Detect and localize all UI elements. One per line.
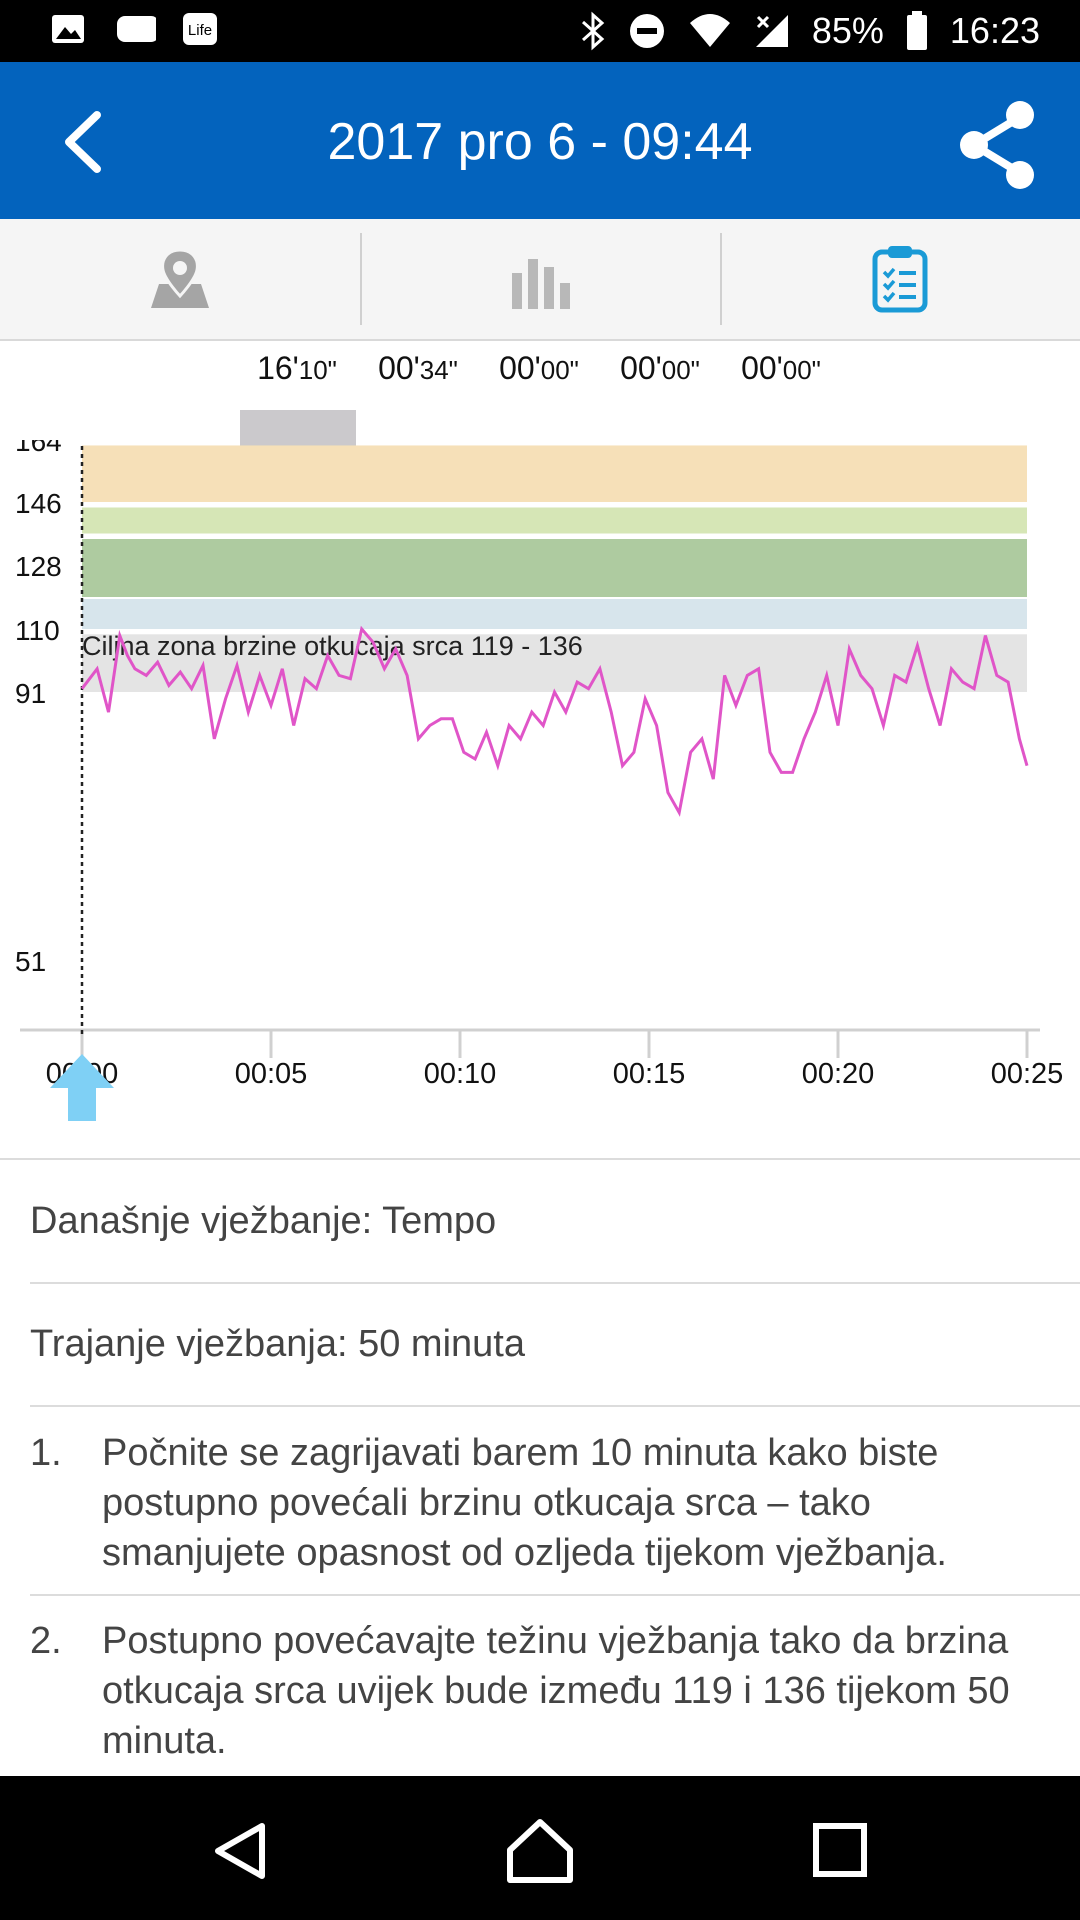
notification-icons: Life <box>50 12 218 46</box>
svg-text:Life: Life <box>188 22 212 39</box>
up-arrow-icon <box>50 1054 114 1121</box>
zone-band-2 <box>82 445 1027 502</box>
status-bar: Life 85% 16:23 <box>0 0 1080 62</box>
heart-rate-chart: Ciljna zona brzine otkucaja srca 119 - 1… <box>15 440 1064 1121</box>
nav-back-icon[interactable] <box>200 1816 280 1886</box>
workout-type: Današnje vježbanje: Tempo <box>30 1200 497 1242</box>
target-zone-label: Ciljna zona brzine otkucaja srca 119 - 1… <box>82 631 583 661</box>
zone-band-6 <box>82 634 1027 692</box>
instruction-step: 1. Počnite se zagrijavati barem 10 minut… <box>30 1428 1060 1578</box>
nav-home-icon[interactable] <box>500 1816 580 1886</box>
chat-icon <box>117 16 156 42</box>
signal-icon <box>755 15 788 47</box>
tab-workout-plan[interactable] <box>720 219 1080 339</box>
step-number: 1. <box>30 1432 62 1474</box>
instruction-step: 2. Postupno povećavajte težinu vježbanja… <box>30 1616 1060 1766</box>
zone-band-5 <box>82 599 1027 629</box>
time-cursor-handle[interactable] <box>50 1054 114 1121</box>
app-bar: 2017 pro 6 - 09:44 <box>0 62 1080 219</box>
tab-map[interactable] <box>0 219 360 339</box>
x-tick-label: 00:10 <box>424 1058 497 1090</box>
workout-duration: Trajanje vježbanja: 50 minuta <box>30 1323 525 1365</box>
map-pin-icon <box>151 248 209 308</box>
tab-bar <box>0 219 1080 341</box>
x-tick-label: 00:15 <box>613 1058 686 1090</box>
divider <box>30 1594 1080 1596</box>
page-title: 2017 pro 6 - 09:44 <box>327 113 753 171</box>
zone-time-4: 00'00" <box>620 350 700 386</box>
zone-time-5: 00'00" <box>741 350 821 386</box>
heart-rate-zones <box>82 445 1027 692</box>
step-number: 2. <box>30 1620 62 1662</box>
y-axis-ticks: 1821641461281109151 <box>15 440 62 977</box>
do-not-disturb-icon <box>629 14 664 48</box>
tab-statistics[interactable] <box>360 219 720 339</box>
image-icon <box>52 15 84 43</box>
clipboard-list-icon <box>872 246 928 313</box>
wifi-icon <box>689 14 730 47</box>
y-tick-label: 91 <box>15 678 46 709</box>
bluetooth-icon <box>581 11 605 51</box>
divider <box>30 1282 1080 1284</box>
share-icon[interactable] <box>954 97 1042 192</box>
battery-percent: 85% <box>811 10 884 51</box>
x-tick-label: 00:20 <box>802 1058 875 1090</box>
x-tick-label: 00:25 <box>991 1058 1064 1090</box>
zone-time-2: 00'34" <box>378 350 458 386</box>
y-tick-label: 164 <box>15 440 62 457</box>
zone-time-3: 00'00" <box>499 350 579 386</box>
back-arrow-icon[interactable] <box>55 107 115 177</box>
nav-recents-icon[interactable] <box>800 1816 880 1886</box>
zone-times: 16'10" 00'34" 00'00" 00'00" 00'00" <box>0 350 1080 390</box>
bar-chart-icon <box>512 259 570 309</box>
y-tick-label: 51 <box>15 946 46 977</box>
heart-rate-series <box>80 625 1029 817</box>
lifesum-icon: Life <box>183 13 217 45</box>
zone-time-1: 16'10" <box>257 350 337 386</box>
zone-band-3 <box>82 507 1027 534</box>
step-text: Počnite se zagrijavati barem 10 minuta k… <box>102 1432 947 1574</box>
section-divider <box>0 1158 1080 1160</box>
y-tick-label: 146 <box>15 488 62 519</box>
battery-icon <box>906 11 927 50</box>
zone-band-4 <box>82 539 1027 597</box>
clock: 16:23 <box>949 10 1040 51</box>
system-nav-bar <box>0 1776 1080 1920</box>
y-tick-label: 128 <box>15 551 62 582</box>
y-tick-label: 110 <box>15 615 60 646</box>
step-text: Postupno povećavajte težinu vježbanja ta… <box>102 1620 1010 1762</box>
system-status: 85% 16:23 <box>580 0 1040 62</box>
divider <box>30 1405 1080 1407</box>
x-tick-label: 00:05 <box>235 1058 308 1090</box>
